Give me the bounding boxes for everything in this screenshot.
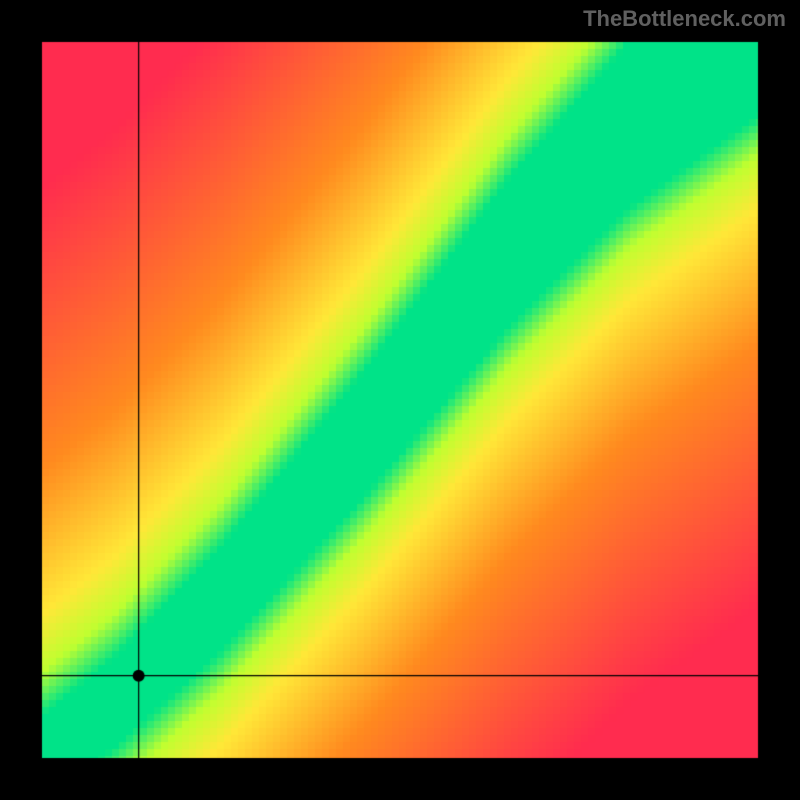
chart-container: TheBottleneck.com xyxy=(0,0,800,800)
bottleneck-heatmap xyxy=(0,0,800,800)
watermark-text: TheBottleneck.com xyxy=(583,6,786,32)
